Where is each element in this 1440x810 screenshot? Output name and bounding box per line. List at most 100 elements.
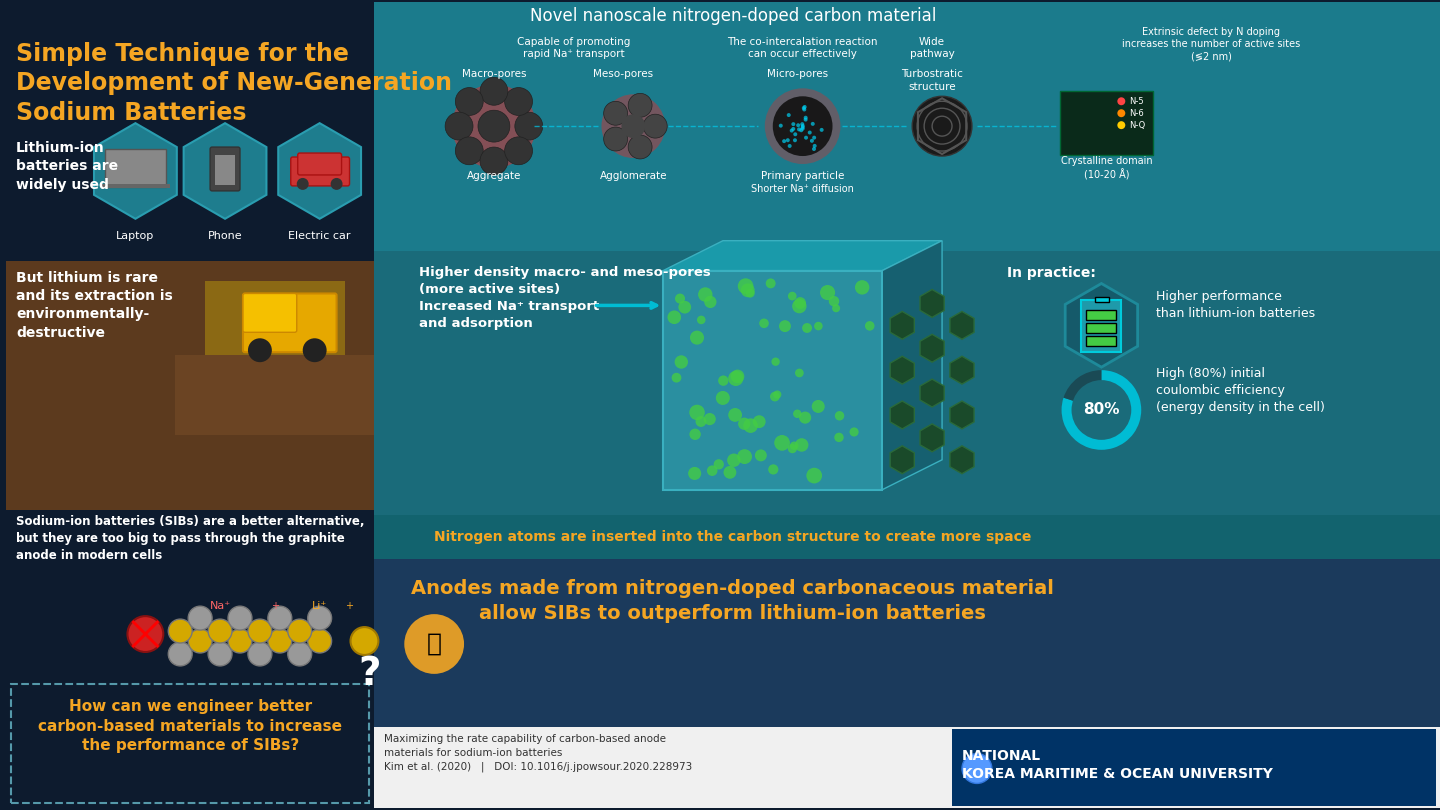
FancyBboxPatch shape (298, 153, 341, 175)
Text: Primary particle: Primary particle (760, 171, 844, 181)
Circle shape (730, 369, 744, 383)
Circle shape (770, 392, 780, 402)
Circle shape (168, 642, 192, 666)
Circle shape (737, 279, 753, 294)
Text: High (80%) initial
coulombic efficiency
(energy density in the cell): High (80%) initial coulombic efficiency … (1156, 367, 1325, 414)
Circle shape (603, 101, 628, 126)
Circle shape (796, 122, 801, 126)
FancyBboxPatch shape (374, 2, 1440, 250)
Circle shape (783, 126, 786, 130)
Circle shape (792, 299, 806, 313)
Circle shape (704, 296, 717, 308)
Circle shape (288, 642, 311, 666)
Circle shape (814, 124, 818, 128)
Circle shape (504, 87, 533, 116)
Circle shape (696, 416, 707, 427)
Circle shape (628, 93, 652, 117)
Circle shape (690, 405, 704, 420)
Text: 💡: 💡 (426, 632, 442, 656)
FancyBboxPatch shape (1096, 297, 1109, 302)
Circle shape (795, 128, 799, 132)
Polygon shape (920, 424, 945, 452)
Circle shape (228, 606, 252, 630)
Circle shape (727, 454, 740, 467)
Text: Shorter Na⁺ diffusion: Shorter Na⁺ diffusion (752, 184, 854, 194)
Circle shape (480, 78, 508, 105)
Circle shape (248, 619, 272, 643)
FancyBboxPatch shape (952, 729, 1436, 806)
Circle shape (796, 134, 801, 139)
Text: Macro-pores: Macro-pores (462, 70, 526, 79)
Circle shape (795, 297, 806, 309)
Circle shape (1117, 97, 1125, 105)
Text: N-5: N-5 (1129, 96, 1143, 106)
Circle shape (729, 408, 742, 422)
Circle shape (628, 135, 652, 159)
Circle shape (865, 321, 874, 330)
Circle shape (799, 124, 804, 128)
Circle shape (714, 459, 724, 470)
Text: Li⁺: Li⁺ (312, 601, 327, 612)
FancyBboxPatch shape (374, 2, 1440, 560)
Circle shape (772, 357, 780, 366)
Circle shape (801, 124, 804, 128)
Circle shape (716, 391, 730, 405)
Circle shape (832, 305, 840, 313)
Circle shape (773, 96, 832, 156)
Polygon shape (278, 123, 361, 219)
Text: Aggregate: Aggregate (467, 171, 521, 181)
Polygon shape (920, 289, 945, 318)
Circle shape (804, 129, 808, 133)
Circle shape (783, 107, 786, 111)
Circle shape (779, 320, 791, 332)
FancyBboxPatch shape (215, 155, 235, 185)
Text: Extrinsic defect by N doping
increases the number of active sites
(≶2 nm): Extrinsic defect by N doping increases t… (1122, 27, 1300, 62)
Circle shape (801, 125, 805, 129)
Text: Turbostratic
structure: Turbostratic structure (901, 70, 963, 92)
Polygon shape (184, 123, 266, 219)
Circle shape (795, 369, 804, 377)
FancyBboxPatch shape (6, 509, 374, 808)
Circle shape (729, 371, 743, 386)
Polygon shape (664, 241, 942, 271)
Circle shape (746, 288, 755, 297)
FancyBboxPatch shape (374, 250, 1440, 560)
FancyBboxPatch shape (374, 727, 1440, 808)
FancyBboxPatch shape (12, 684, 370, 804)
Circle shape (788, 292, 796, 301)
Text: ?: ? (359, 654, 380, 693)
Circle shape (814, 322, 822, 330)
Circle shape (793, 122, 798, 126)
Text: Higher density macro- and meso-pores
(more active sites)
Increased Na⁺ transport: Higher density macro- and meso-pores (mo… (419, 266, 711, 330)
Polygon shape (890, 446, 914, 474)
Text: Capable of promoting
rapid Na⁺ transport: Capable of promoting rapid Na⁺ transport (517, 36, 631, 59)
Circle shape (799, 411, 811, 424)
Circle shape (719, 376, 729, 386)
Circle shape (268, 629, 292, 653)
Circle shape (1117, 122, 1125, 129)
Circle shape (753, 416, 766, 428)
Circle shape (228, 629, 252, 653)
Text: Electric car: Electric car (288, 231, 351, 241)
FancyBboxPatch shape (176, 356, 374, 435)
Text: Higher performance
than lithium-ion batteries: Higher performance than lithium-ion batt… (1156, 291, 1315, 321)
Circle shape (778, 125, 782, 129)
Circle shape (802, 116, 806, 119)
Text: Micro-pores: Micro-pores (768, 70, 828, 79)
Circle shape (405, 614, 464, 674)
Polygon shape (950, 401, 973, 429)
Circle shape (793, 410, 802, 418)
Circle shape (455, 87, 484, 116)
Circle shape (668, 310, 681, 324)
Circle shape (516, 113, 543, 140)
FancyBboxPatch shape (291, 157, 350, 186)
Text: In practice:: In practice: (1007, 266, 1096, 279)
Circle shape (707, 466, 717, 476)
FancyBboxPatch shape (101, 184, 170, 188)
Circle shape (773, 390, 782, 399)
Circle shape (168, 619, 192, 643)
Circle shape (644, 114, 667, 139)
Polygon shape (883, 241, 942, 490)
Circle shape (742, 284, 755, 297)
Circle shape (804, 104, 806, 109)
